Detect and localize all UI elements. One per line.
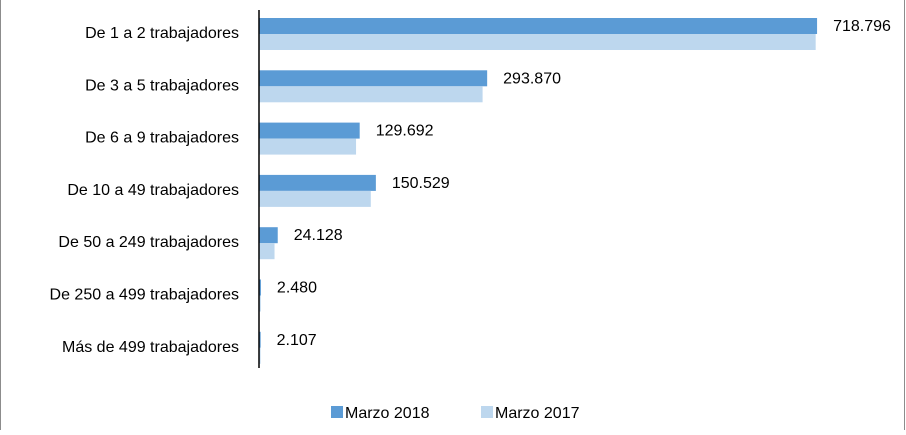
legend: Marzo 2018 Marzo 2017: [331, 405, 580, 422]
legend-label: Marzo 2017: [495, 405, 580, 422]
bar-marzo-2017: [259, 243, 275, 260]
data-label: 718.796: [833, 18, 891, 35]
bar-marzo-2017: [259, 86, 483, 103]
bar-marzo-2018: [259, 70, 488, 87]
category-label: Más de 499 trabajadores: [62, 339, 239, 356]
bar-marzo-2017: [259, 138, 357, 155]
category-label: De 250 a 499 trabajadores: [50, 287, 239, 304]
bar-marzo-2017: [259, 295, 261, 312]
bar-marzo-2018: [259, 279, 261, 296]
data-label: 2.480: [277, 280, 317, 297]
legend-label: Marzo 2018: [345, 405, 430, 422]
category-label: De 6 a 9 trabajadores: [85, 130, 239, 147]
bar-marzo-2018: [259, 227, 278, 244]
bar-marzo-2017: [259, 34, 816, 50]
category-label: De 1 a 2 trabajadores: [85, 25, 239, 42]
category-label: De 3 a 5 trabajadores: [85, 77, 239, 94]
bar-marzo-2018: [259, 174, 376, 191]
data-label: 293.870: [503, 70, 561, 87]
data-label: 2.107: [277, 332, 317, 349]
data-labels: 718.796 293.870 129.692 150.529 24.128 2.480 2…: [277, 18, 891, 349]
legend-swatch: [331, 406, 343, 418]
bar-marzo-2018: [259, 122, 360, 139]
data-label: 129.692: [376, 123, 434, 140]
category-label: De 10 a 49 trabajadores: [67, 182, 239, 199]
bar-marzo-2017: [259, 190, 371, 207]
bar-marzo-2018: [259, 18, 818, 34]
category-labels: De 1 a 2 trabajadores De 3 a 5 trabajador…: [50, 25, 239, 356]
bar-marzo-2018: [259, 331, 261, 348]
category-label: De 50 a 249 trabajadores: [58, 234, 239, 251]
data-label: 24.128: [294, 227, 343, 244]
bar-marzo-2017: [259, 347, 261, 364]
legend-swatch: [481, 406, 493, 418]
bars: [259, 18, 818, 364]
data-label: 150.529: [392, 175, 450, 192]
